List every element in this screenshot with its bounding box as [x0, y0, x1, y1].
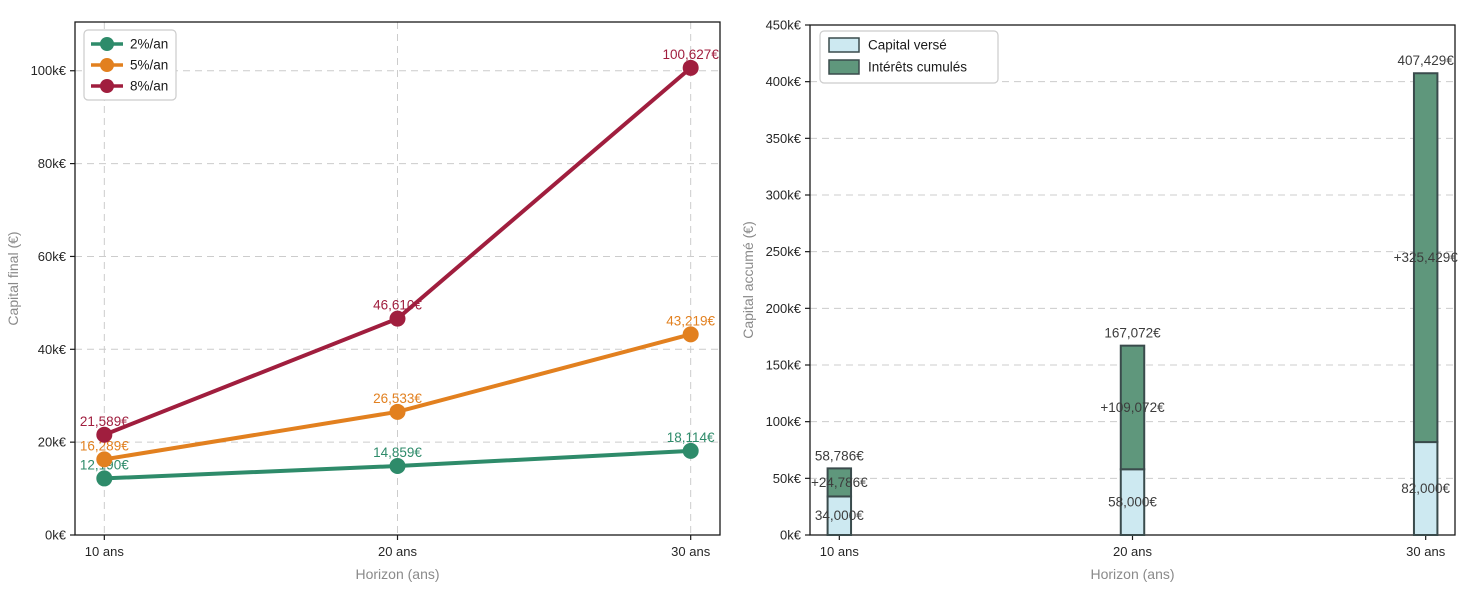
legend-label: 5%/an [130, 58, 168, 73]
legend: Capital versé Intérêts cumulés [819, 30, 999, 84]
x-axis-label: Horizon (ans) [1090, 566, 1174, 582]
legend-swatch [828, 37, 860, 53]
point-value-label: 43,219€ [666, 313, 715, 328]
y-axis-label: Capital accumé (€) [740, 221, 756, 339]
legend-item: Intérêts cumulés [828, 59, 967, 75]
point-value-label: 14,859€ [373, 445, 422, 460]
legend-label: Intérêts cumulés [868, 60, 967, 75]
legend-item: 5%/an [91, 58, 168, 73]
segment-value-label: +109,072€ [1100, 400, 1165, 415]
legend-point-marker [100, 58, 114, 72]
y-tick-label: 100k€ [31, 63, 67, 78]
y-tick-label: 40k€ [38, 342, 67, 357]
legend-item: Capital versé [828, 37, 947, 53]
y-tick-label: 80k€ [38, 156, 67, 171]
y-tick-label: 0k€ [780, 528, 802, 543]
legend-label: Capital versé [868, 38, 947, 53]
data-point [389, 403, 406, 420]
x-tick-label: 20 ans [1113, 544, 1153, 559]
line-series-2: 21,589€ 46,610€ 100,627€ [80, 47, 719, 443]
x-tick-label: 30 ans [1406, 544, 1446, 559]
data-point [682, 326, 699, 343]
point-value-label: 46,610€ [373, 298, 422, 313]
line-series-0: 12,190€14,859€18,114€ [80, 430, 715, 487]
data-point [682, 442, 699, 459]
line-series-1: 16,289€ 26,533€ 43,219€ [80, 313, 716, 468]
bar-segment-1 [826, 467, 853, 498]
data-point [682, 59, 699, 76]
legend-label: 8%/an [130, 79, 168, 94]
y-tick-label: 150k€ [766, 358, 802, 373]
y-tick-label: 200k€ [766, 301, 802, 316]
bar-segment-1 [1412, 72, 1439, 444]
bar-group: 58,000€ +109,072€ 167,072€ [1100, 326, 1165, 536]
y-tick-label: 450k€ [766, 18, 802, 33]
data-point [96, 426, 113, 443]
point-value-label: 100,627€ [663, 47, 720, 62]
legend-point-marker [100, 79, 114, 93]
legend-item: 8%/an [91, 79, 168, 94]
point-value-label: 18,114€ [667, 430, 715, 445]
bar-group: 82,000€ +325,429€ 407,429€ [1394, 53, 1459, 537]
x-tick-label: 20 ans [378, 544, 418, 559]
y-axis-label: Capital final (€) [5, 231, 21, 325]
stacked-bar-chart-capital-accumule: 0k€ 50k€ 100k€ 150k€ 200k€ 250k€ 300k€ 350k€ 400… [740, 18, 1459, 583]
data-point [96, 451, 113, 468]
point-value-label: 16,289€ [80, 438, 129, 453]
y-tick-label: 0k€ [45, 528, 67, 543]
total-value-label: 407,429€ [1398, 53, 1455, 68]
x-tick-label: 30 ans [671, 544, 711, 559]
y-tick-label: 300k€ [766, 188, 802, 203]
x-axis-label: Horizon (ans) [355, 566, 439, 582]
legend: 2%/an 5%/an 8%/an [83, 29, 177, 101]
data-point [389, 458, 406, 475]
y-tick-label: 20k€ [38, 435, 67, 450]
bar-segment-1 [1119, 344, 1146, 471]
y-tick-label: 400k€ [766, 74, 802, 89]
total-value-label: 58,786€ [815, 448, 864, 463]
data-point [389, 310, 406, 327]
segment-value-label: +24,786€ [811, 475, 868, 490]
segment-value-label: +325,429€ [1394, 250, 1459, 265]
legend-swatch [828, 59, 860, 75]
bar-group: 34,000€ +24,786€ 58,786€ [811, 448, 868, 537]
x-tick-label: 10 ans [820, 544, 860, 559]
y-tick-label: 250k€ [766, 244, 802, 259]
legend-point-marker [100, 37, 114, 51]
legend-label: 2%/an [130, 37, 168, 52]
y-tick-label: 60k€ [38, 249, 67, 264]
legend-box [819, 30, 999, 84]
segment-value-label: 34,000€ [815, 508, 864, 523]
segment-value-label: 58,000€ [1108, 495, 1157, 510]
line-chart-capital-final: 0k€ 20k€ 40k€ 60k€ 80k€ 100k€ 10 ans 20 ans 30 a… [5, 21, 721, 582]
point-value-label: 21,589€ [80, 414, 129, 429]
y-tick-label: 50k€ [773, 471, 802, 486]
y-tick-label: 350k€ [766, 131, 802, 146]
x-tick-label: 10 ans [85, 544, 125, 559]
legend-item: 2%/an [91, 37, 168, 52]
y-tick-label: 100k€ [766, 414, 802, 429]
data-point [96, 470, 113, 487]
segment-value-label: 82,000€ [1401, 481, 1450, 496]
total-value-label: 167,072€ [1104, 326, 1161, 341]
point-value-label: 26,533€ [373, 391, 422, 406]
